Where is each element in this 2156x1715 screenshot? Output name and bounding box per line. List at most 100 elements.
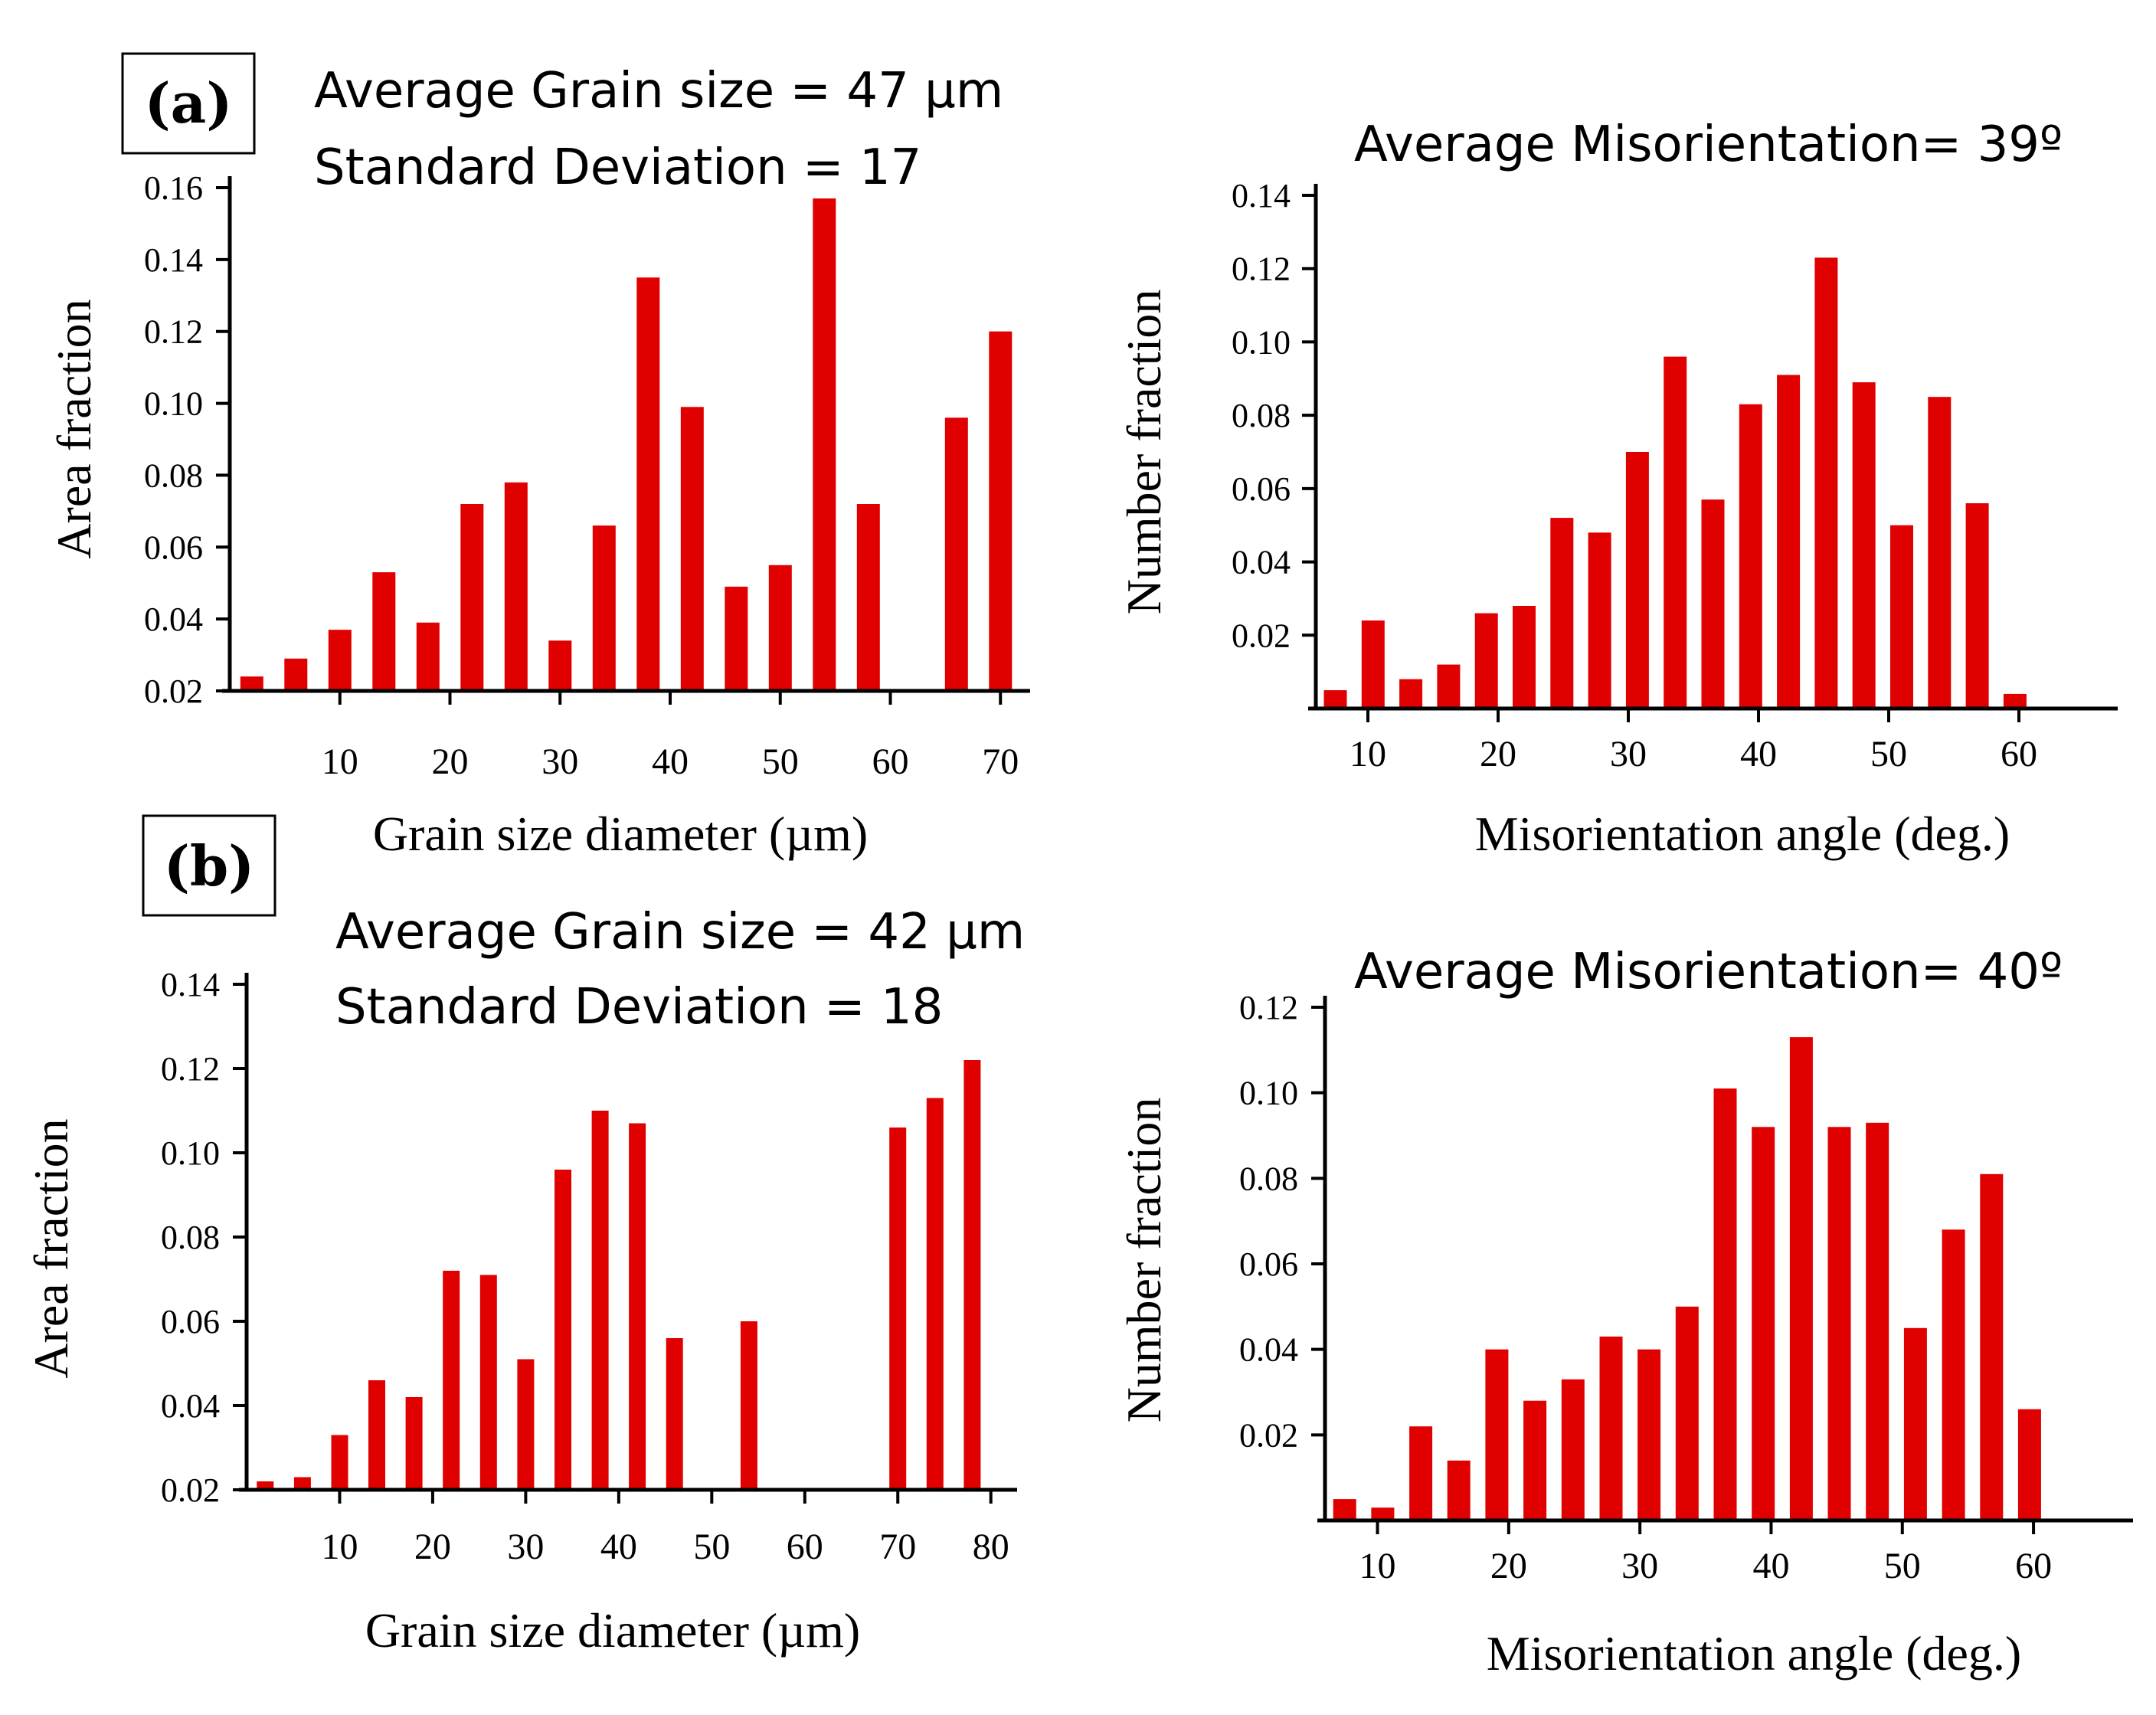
y-tick-label: 0.06: [144, 529, 203, 566]
y-tick-label: 0.06: [1232, 470, 1291, 508]
x-tick-label: 40: [1752, 1546, 1789, 1586]
bar: [1827, 1127, 1851, 1520]
x-tick-label: 40: [1740, 734, 1777, 774]
bar: [1625, 452, 1649, 709]
panel-label-box: [121, 52, 256, 155]
x-tick-label: 20: [1490, 1546, 1527, 1586]
bar: [963, 1060, 981, 1490]
x-tick-label: 30: [541, 741, 578, 782]
chart-a-misorientation: Average Misorientation= 39º Misorientati…: [1117, 116, 2118, 861]
bar: [1664, 356, 1687, 709]
bar: [1866, 1122, 1889, 1521]
bar: [1903, 1327, 1927, 1521]
bar: [517, 1359, 535, 1490]
x-tick-label: 50: [762, 741, 799, 782]
x-tick-label: 50: [1884, 1546, 1921, 1586]
bar: [1437, 664, 1461, 709]
bar: [629, 1123, 646, 1490]
y-tick-label: 0.02: [1232, 617, 1291, 654]
y-tick-label: 0.12: [161, 1050, 220, 1088]
y-tick-label: 0.10: [1239, 1075, 1298, 1112]
bar: [926, 1098, 944, 1490]
y-tick-label: 0.10: [144, 385, 203, 423]
bar: [1513, 606, 1536, 709]
y-tick-label: 0.04: [161, 1387, 220, 1425]
chart-b-misorientation: Average Misorientation= 40º Misorientati…: [1117, 944, 2133, 1681]
y-tick-label: 0.14: [1232, 177, 1291, 214]
bar: [1814, 257, 1838, 709]
bar: [1409, 1426, 1433, 1520]
bar: [1323, 690, 1347, 709]
bar: [1928, 397, 1952, 709]
y-tick-label: 0.14: [161, 966, 220, 1003]
chart-b-grain-size: (b) Average Grain size = 42 µm Standard …: [24, 814, 1025, 1658]
x-axis-title: Grain size diameter (µm): [373, 807, 868, 861]
x-axis-title: Misorientation angle (deg.): [1475, 807, 2010, 861]
x-tick-label: 60: [872, 741, 909, 782]
bar: [1474, 613, 1498, 709]
bar: [1399, 679, 1423, 709]
bar: [1588, 532, 1611, 709]
bar: [592, 525, 616, 691]
y-axis-title: Area fraction: [24, 1118, 78, 1378]
bar: [1980, 1173, 2004, 1521]
bar: [372, 572, 396, 691]
panel-label-box: [142, 814, 276, 917]
y-tick-label: 0.14: [144, 241, 203, 279]
bar: [405, 1397, 423, 1490]
bar: [331, 1435, 348, 1490]
x-tick-label: 50: [1870, 734, 1907, 774]
bar: [636, 277, 660, 691]
bar: [1965, 503, 1989, 709]
bar: [240, 676, 263, 691]
y-tick-label: 0.02: [144, 673, 203, 710]
y-tick-label: 0.08: [144, 457, 203, 494]
bar: [555, 1170, 571, 1490]
bar: [1713, 1088, 1737, 1520]
y-tick-label: 0.04: [144, 601, 203, 638]
panel-label: (b): [164, 833, 254, 898]
x-tick-label: 70: [879, 1527, 916, 1567]
bar: [591, 1111, 609, 1490]
bar: [813, 198, 836, 692]
bar: [889, 1128, 907, 1490]
panel-label: (a): [145, 70, 233, 136]
bar-group: [1323, 257, 2027, 709]
x-tick-label: 40: [600, 1527, 637, 1567]
bar: [257, 1481, 274, 1490]
bar: [284, 658, 308, 691]
average-misorientation-annotation: Average Misorientation= 39º: [1354, 116, 2063, 173]
x-tick-label: 60: [2001, 734, 2037, 774]
axes: 0.02 0.04 0.06 0.08 0.10 0.12 10 20 30 40 50 60: [1239, 989, 2133, 1586]
bar: [1550, 518, 1574, 709]
bar: [1675, 1306, 1699, 1520]
y-tick-label: 0.12: [144, 313, 203, 351]
bar: [443, 1271, 460, 1490]
y-tick-label: 0.04: [1232, 544, 1291, 581]
bar: [1701, 499, 1725, 709]
standard-deviation-annotation: Standard Deviation = 18: [335, 979, 943, 1036]
bar-group: [240, 198, 1013, 692]
bar: [1752, 1127, 1775, 1520]
axes: 0.02 0.04 0.06 0.08 0.10 0.12 0.14 10 20 30 40 50 60…: [161, 966, 1017, 1567]
x-tick-label: 40: [652, 741, 689, 782]
bar: [368, 1380, 385, 1490]
chart-a-grain-size: (a) Average Grain size = 47 µm Standard …: [47, 52, 1030, 861]
y-tick-label: 0.02: [161, 1471, 220, 1509]
bar: [1777, 375, 1801, 709]
y-tick-label: 0.16: [144, 169, 203, 207]
x-tick-label: 60: [787, 1527, 823, 1567]
x-tick-label: 70: [982, 741, 1019, 782]
standard-deviation-annotation: Standard Deviation = 17: [314, 139, 921, 196]
bar: [1852, 382, 1876, 709]
x-tick-label: 10: [1359, 1546, 1396, 1586]
y-tick-label: 0.02: [1239, 1416, 1298, 1454]
bar: [989, 331, 1013, 691]
y-tick-label: 0.06: [161, 1303, 220, 1340]
bar: [680, 407, 704, 691]
y-tick-label: 0.08: [1232, 397, 1291, 434]
x-tick-label: 20: [1480, 734, 1516, 774]
bar: [944, 417, 968, 691]
y-tick-label: 0.08: [161, 1219, 220, 1256]
